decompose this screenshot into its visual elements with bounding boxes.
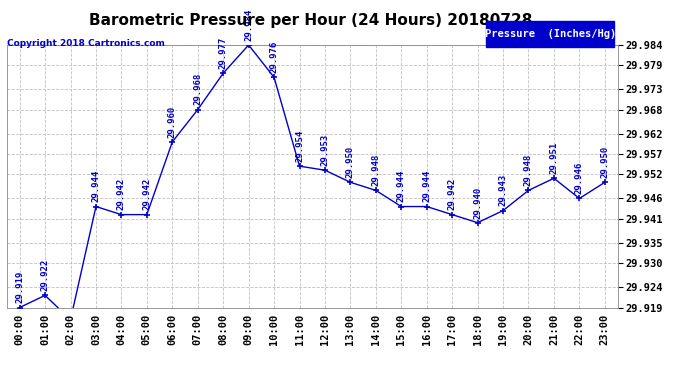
Text: Copyright 2018 Cartronics.com: Copyright 2018 Cartronics.com — [7, 39, 165, 48]
Text: 29.948: 29.948 — [371, 154, 380, 186]
Text: Barometric Pressure per Hour (24 Hours) 20180728: Barometric Pressure per Hour (24 Hours) … — [89, 13, 532, 28]
Text: 29.950: 29.950 — [346, 146, 355, 178]
Text: 29.976: 29.976 — [270, 41, 279, 73]
Text: 29.968: 29.968 — [193, 73, 202, 105]
Text: 29.942: 29.942 — [142, 178, 151, 210]
Text: Pressure  (Inches/Hg): Pressure (Inches/Hg) — [484, 29, 616, 39]
Text: 29.984: 29.984 — [244, 9, 253, 41]
Text: 29.948: 29.948 — [524, 154, 533, 186]
Text: 29.953: 29.953 — [320, 134, 329, 166]
Text: 29.942: 29.942 — [117, 178, 126, 210]
Text: 29.977: 29.977 — [219, 37, 228, 69]
Text: 29.944: 29.944 — [397, 170, 406, 202]
Text: 29.944: 29.944 — [92, 170, 101, 202]
Text: 29.922: 29.922 — [41, 259, 50, 291]
Text: 29.954: 29.954 — [295, 130, 304, 162]
Text: 29.950: 29.950 — [600, 146, 609, 178]
Text: 29.916: 29.916 — [0, 374, 1, 375]
Text: 29.944: 29.944 — [422, 170, 431, 202]
Text: 29.951: 29.951 — [549, 142, 558, 174]
Text: 29.943: 29.943 — [499, 174, 508, 206]
Text: 29.940: 29.940 — [473, 186, 482, 219]
Text: 29.919: 29.919 — [15, 271, 24, 303]
Text: 29.942: 29.942 — [448, 178, 457, 210]
Text: 29.946: 29.946 — [575, 162, 584, 194]
Text: 29.960: 29.960 — [168, 105, 177, 138]
